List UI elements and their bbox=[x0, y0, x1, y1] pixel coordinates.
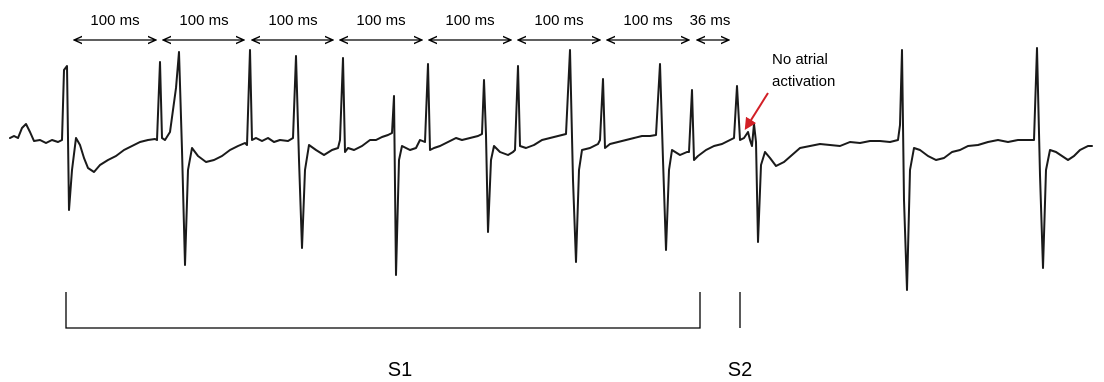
interval-label-7: 100 ms bbox=[623, 12, 672, 29]
interval-label-5: 100 ms bbox=[445, 12, 494, 29]
ecg-trace bbox=[9, 47, 1093, 291]
interval-label-2: 100 ms bbox=[179, 12, 228, 29]
interval-label-6: 100 ms bbox=[534, 12, 583, 29]
interval-label-3: 100 ms bbox=[268, 12, 317, 29]
annotation-arrow-icon bbox=[744, 92, 769, 131]
annotation-line-2: activation bbox=[772, 73, 835, 90]
annotation-line-1: No atrial bbox=[772, 51, 828, 68]
s1-label: S1 bbox=[388, 359, 412, 381]
s1-bracket: S1 bbox=[65, 292, 701, 381]
interval-label-1: 100 ms bbox=[90, 12, 139, 29]
s2-label: S2 bbox=[728, 359, 752, 381]
interval-labels: 100 ms 100 ms 100 ms 100 ms 100 ms 100 m… bbox=[90, 12, 730, 29]
interval-label-8: 36 ms bbox=[690, 12, 731, 29]
interval-label-4: 100 ms bbox=[356, 12, 405, 29]
no-atrial-annotation: No atrial activation bbox=[744, 51, 835, 131]
s2-marker: S2 bbox=[728, 292, 752, 381]
